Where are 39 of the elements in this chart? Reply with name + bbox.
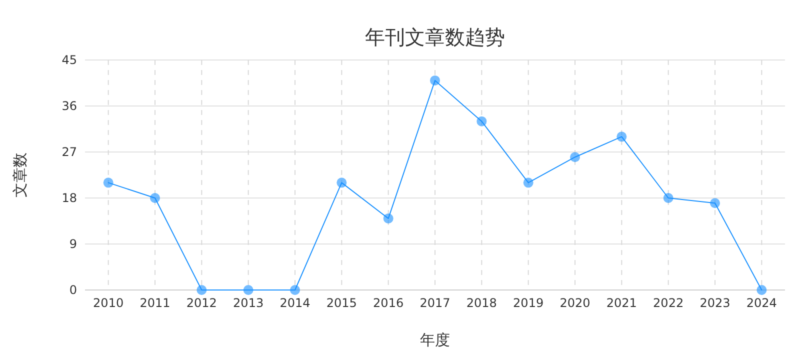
x-tick-label: 2014 (280, 296, 310, 310)
y-tick-label: 45 (62, 53, 77, 67)
point (150, 193, 160, 203)
x-tick-label: 2013 (233, 296, 264, 310)
point (196, 285, 207, 295)
x-tick-label: 2016 (373, 296, 404, 310)
y-tick-label: 18 (62, 191, 77, 205)
x-tick-label: 2018 (466, 296, 497, 310)
point (663, 193, 674, 203)
point (476, 116, 487, 126)
point (756, 285, 767, 295)
x-tick-label: 2012 (186, 296, 217, 310)
x-tick-label: 2011 (140, 296, 170, 310)
chart-title: 年刊文章数趋势 (365, 25, 505, 49)
point (430, 75, 440, 86)
x-axis-title: 年度 (420, 331, 450, 349)
y-axis-title: 文章数 (11, 152, 29, 198)
point (290, 285, 300, 295)
x-tick-label: 2022 (653, 296, 684, 310)
y-tick-label: 9 (69, 237, 77, 251)
x-tick-label: 2015 (326, 296, 357, 310)
x-tick-label: 2021 (606, 296, 637, 310)
point (103, 178, 114, 188)
point (710, 198, 720, 208)
x-tick-label: 2017 (420, 296, 450, 310)
x-tick-label: 2024 (746, 296, 777, 310)
y-tick-label: 27 (62, 145, 77, 159)
point (523, 178, 534, 188)
point (383, 213, 394, 224)
point (616, 132, 627, 142)
y-tick-label: 0 (69, 283, 77, 297)
point (243, 285, 254, 295)
point (570, 152, 580, 162)
x-tick-label: 2019 (513, 296, 544, 310)
x-tick-label: 2020 (560, 296, 590, 310)
x-tick-label: 2010 (93, 296, 124, 310)
x-tick-label: 2023 (700, 296, 730, 310)
point (336, 178, 347, 188)
y-tick-label: 36 (62, 99, 77, 113)
